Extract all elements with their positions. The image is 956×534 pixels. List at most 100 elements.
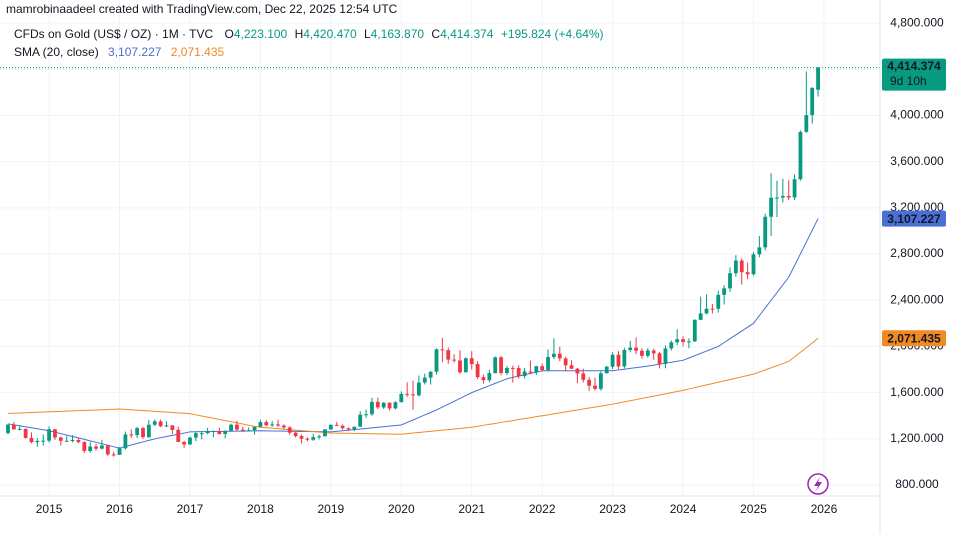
x-tick-label: 2025 xyxy=(740,502,767,516)
candle-body xyxy=(123,434,128,449)
candle-body xyxy=(481,377,486,381)
candle-body xyxy=(552,353,556,357)
candle-body xyxy=(199,433,204,435)
candle xyxy=(780,178,785,203)
candle xyxy=(628,340,633,353)
candle xyxy=(58,436,63,446)
candle-body xyxy=(170,425,175,430)
candle-body xyxy=(146,424,151,438)
candle xyxy=(352,426,357,432)
candle-body xyxy=(334,424,339,426)
candle xyxy=(117,447,122,455)
candle-body xyxy=(188,437,192,445)
candle-body xyxy=(458,360,462,373)
candle-body xyxy=(381,402,386,408)
candle xyxy=(252,426,257,435)
candle xyxy=(499,356,503,376)
candle-body xyxy=(205,430,210,434)
candle-body xyxy=(634,347,638,351)
candle-body xyxy=(452,359,457,361)
sma-line xyxy=(7,337,819,435)
event-icon[interactable] xyxy=(807,473,829,495)
candle-body xyxy=(757,247,762,255)
candle-body xyxy=(287,427,292,433)
candle xyxy=(370,397,374,416)
candle-body xyxy=(70,439,75,441)
candle-body xyxy=(53,429,57,438)
candle xyxy=(76,438,81,444)
candle xyxy=(522,367,527,379)
ohlc-key: O xyxy=(225,27,234,41)
candle-body xyxy=(164,425,169,427)
x-tick-label: 2019 xyxy=(317,502,344,516)
candle-body xyxy=(804,115,809,132)
candle xyxy=(411,380,415,410)
candle-body xyxy=(516,368,521,377)
candle-body xyxy=(563,358,568,366)
candle xyxy=(733,255,738,277)
candle xyxy=(205,427,210,435)
candle xyxy=(405,382,410,397)
candle xyxy=(47,426,51,443)
candle xyxy=(305,437,310,442)
candle xyxy=(422,373,427,385)
candle xyxy=(29,432,34,444)
ohlc-key: L xyxy=(364,27,371,41)
candle xyxy=(510,365,515,383)
candle xyxy=(182,441,186,448)
candle-body xyxy=(76,439,81,443)
candle-body xyxy=(417,382,421,396)
candle xyxy=(317,434,322,440)
candle-body xyxy=(640,350,644,356)
candle xyxy=(35,438,40,447)
ohlc-key: H xyxy=(295,27,304,41)
candle-body xyxy=(593,385,597,389)
candle-body xyxy=(223,430,228,434)
candle xyxy=(675,329,680,346)
candle-body xyxy=(211,430,216,432)
indicator-value: 3,107.227 xyxy=(108,45,162,59)
candle-body xyxy=(299,436,304,439)
candle xyxy=(645,347,650,358)
symbol-legend: CFDs on Gold (US$ / OZ) · 1M · TVC O4,22… xyxy=(14,27,604,41)
candle xyxy=(493,356,498,374)
sma-line xyxy=(7,218,819,449)
candle-body xyxy=(35,440,40,443)
candle xyxy=(346,427,351,432)
candle-body xyxy=(775,197,779,199)
candle xyxy=(516,365,521,379)
candle xyxy=(135,426,140,439)
y-tick-label: 1,600.000 xyxy=(890,385,944,399)
candle xyxy=(446,347,451,364)
candle xyxy=(458,350,462,374)
candle xyxy=(816,66,820,97)
candle-body xyxy=(628,347,633,351)
candle xyxy=(141,426,145,439)
candle-body xyxy=(281,425,286,428)
candle xyxy=(469,351,474,370)
candle-body xyxy=(317,436,322,438)
x-tick-label: 2026 xyxy=(811,502,838,516)
candle xyxy=(622,347,627,369)
candle xyxy=(164,421,169,427)
candle xyxy=(792,174,797,201)
candle xyxy=(375,397,380,409)
candle xyxy=(399,391,404,403)
candle-body xyxy=(246,430,251,432)
candle-body xyxy=(522,371,527,377)
candle xyxy=(188,436,192,446)
candle-body xyxy=(546,356,550,371)
candle-body xyxy=(270,424,275,426)
candle-body xyxy=(510,367,515,369)
candle-body xyxy=(129,434,134,436)
candle xyxy=(152,419,157,427)
last-price-tag xyxy=(882,58,946,91)
candle xyxy=(575,367,580,384)
candle xyxy=(281,424,286,430)
candle xyxy=(757,236,762,258)
candle xyxy=(669,340,674,351)
